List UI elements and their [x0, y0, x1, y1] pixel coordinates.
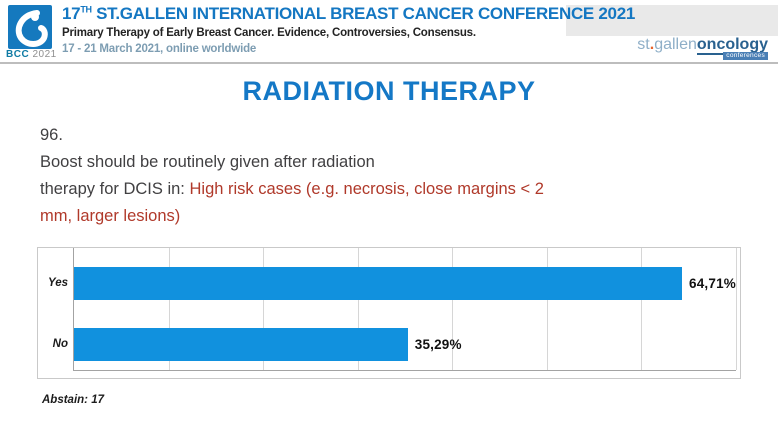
- bar-value-yes: 64,71%: [689, 276, 736, 291]
- question-block: 96. Boost should be routinely given afte…: [40, 122, 620, 230]
- category-label-yes: Yes: [47, 277, 68, 289]
- abstain-note: Abstain: 17: [42, 394, 104, 406]
- bar-no: [74, 328, 408, 361]
- conference-title: 17TH ST.GALLEN INTERNATIONAL BREAST CANC…: [62, 4, 636, 23]
- bar-value-no: 35,29%: [414, 337, 462, 352]
- question-line-3-highlight: mm, larger lesions): [40, 207, 181, 225]
- category-label-no: No: [52, 338, 68, 350]
- logo-oncology: oncology: [696, 36, 768, 55]
- breast-drop-icon: [15, 10, 48, 47]
- conference-subtitle: Primary Therapy of Early Breast Cancer. …: [62, 27, 476, 39]
- logo-conferences-tag: conferences: [723, 52, 768, 60]
- conference-header: 17TH ST.GALLEN INTERNATIONAL BREAST CANC…: [62, 4, 635, 55]
- conference-dates: 17 - 21 March 2021, online worldwide: [62, 43, 257, 55]
- poll-results-chart: Yes No 64,71% 35,29%: [37, 247, 741, 379]
- bar-row-yes: 64,71%: [74, 267, 736, 300]
- question-line-2: therapy for DCIS in: High risk cases (e.…: [40, 176, 620, 203]
- bar-row-no: 35,29%: [74, 328, 736, 361]
- bcc-acronym: BCC: [6, 49, 30, 60]
- title-superscript: TH: [80, 4, 92, 15]
- question-line-2-dark: therapy for DCIS in:: [40, 180, 190, 198]
- stgallen-oncology-logo: st.gallenoncology conferences: [637, 36, 768, 60]
- question-line-1: Boost should be routinely given after ra…: [40, 153, 375, 171]
- logo-gallen: gallen: [654, 36, 697, 53]
- bar-yes: [74, 267, 682, 300]
- question-line-2-highlight: High risk cases (e.g. necrosis, close ma…: [189, 180, 544, 198]
- bcc-logo-caption: BCC 2021: [6, 49, 56, 60]
- logo-dot: .: [649, 36, 655, 53]
- plot-area: 64,71% 35,29%: [73, 248, 737, 371]
- question-number: 96.: [40, 126, 63, 144]
- bcc-year: 2021: [32, 49, 57, 60]
- header-divider: [0, 62, 778, 64]
- logo-st: st: [637, 36, 650, 53]
- bcc-2021-logo: [8, 5, 52, 49]
- slide-heading: RADIATION THERAPY: [242, 76, 536, 106]
- background-corner: [566, 5, 778, 36]
